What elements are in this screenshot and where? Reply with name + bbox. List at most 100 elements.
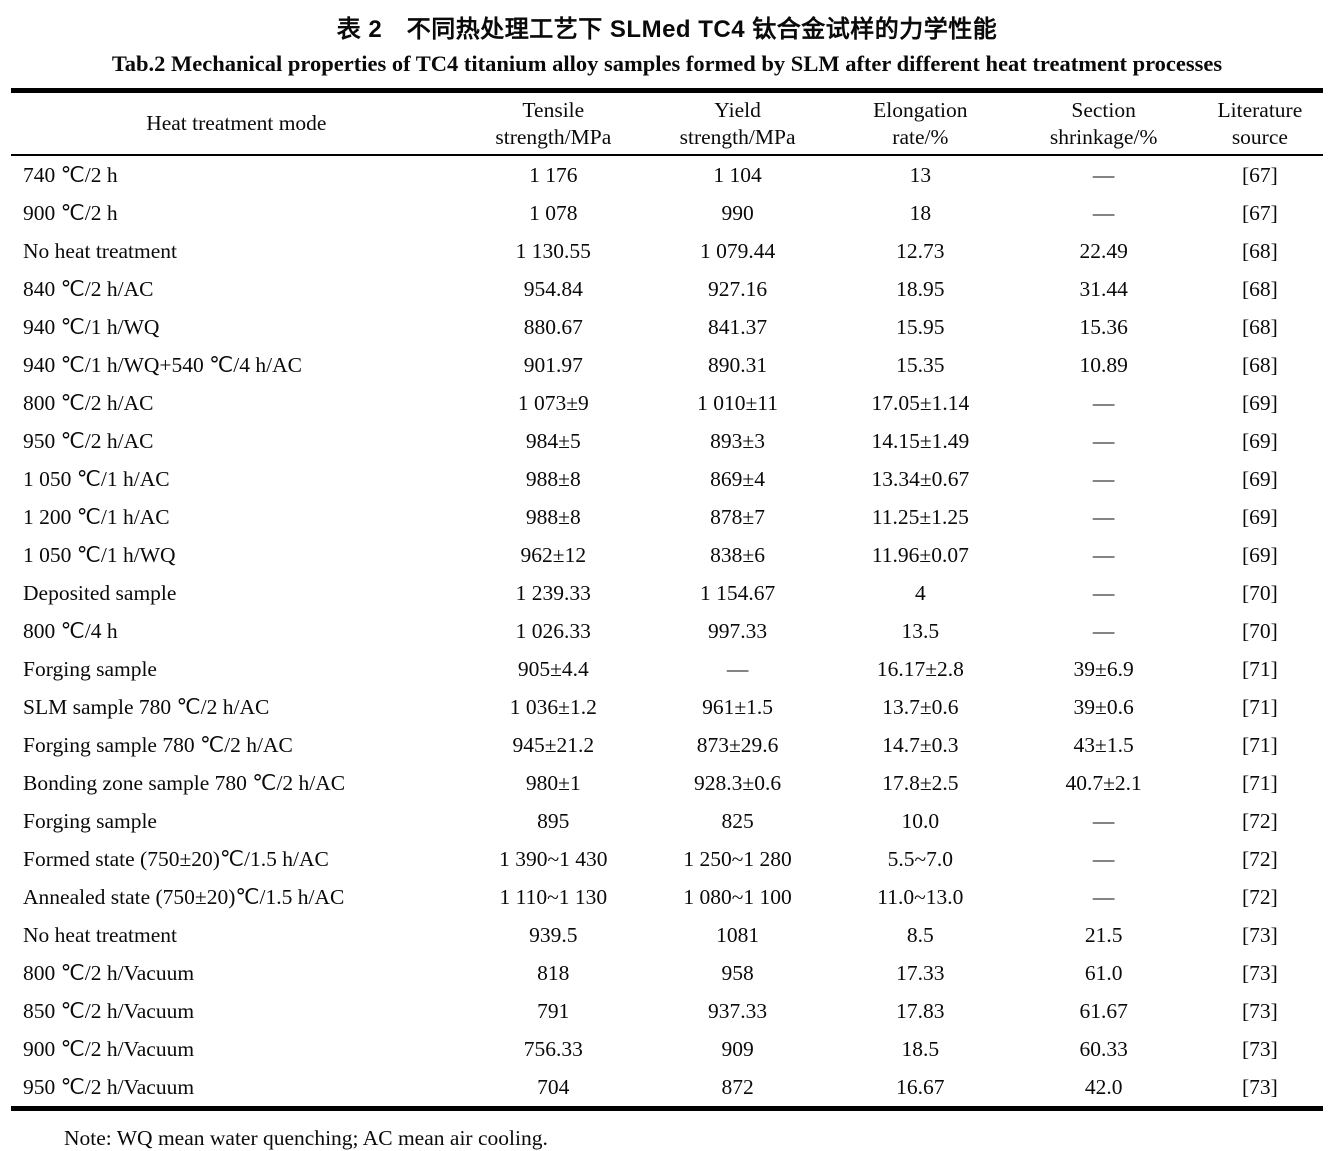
cell-literature-source: [68] (1241, 238, 1278, 263)
cell-section-shrinkage: — (1092, 846, 1115, 871)
cell-tensile-strength: 791 (537, 998, 570, 1023)
header-line-2: source (1231, 124, 1288, 149)
cell-literature-source: [72] (1241, 808, 1278, 833)
cell-literature-source: [69] (1241, 542, 1278, 567)
cell-section-shrinkage: — (1092, 580, 1115, 605)
cell-heat-treatment-mode: 950 ℃/2 h/AC (23, 428, 154, 453)
cell-heat-treatment-mode: 800 ℃/2 h/AC (23, 390, 154, 415)
cell-tensile-strength: 704 (537, 1074, 570, 1099)
cell-yield-strength: 961±1.5 (702, 694, 774, 719)
header-line-1: Heat treatment mode (146, 111, 327, 135)
cell-section-shrinkage: — (1092, 504, 1115, 529)
column-header-yield-strength: Yield strength/MPa (644, 90, 831, 156)
cell-section-shrinkage: 61.0 (1084, 960, 1123, 985)
table-row: Forging sample 780 ℃/2 h/AC 945±21.2 873±2… (11, 726, 1323, 764)
table-row: 1 050 ℃/1 h/AC 988±8 869±4 13.34±0.67 — [69] (11, 460, 1323, 498)
cell-literature-source: [67] (1241, 162, 1278, 187)
cell-heat-treatment-mode: Deposited sample (23, 580, 177, 605)
cell-literature-source: [71] (1241, 770, 1278, 795)
cell-heat-treatment-mode: 840 ℃/2 h/AC (23, 276, 154, 301)
cell-yield-strength: 869±4 (710, 466, 765, 491)
cell-yield-strength: 1 154.67 (699, 580, 776, 605)
cell-heat-treatment-mode: Forging sample (23, 808, 157, 833)
properties-table: Heat treatment mode Tensile strength/MPa Yi… (11, 88, 1323, 1111)
cell-section-shrinkage: 22.49 (1079, 238, 1128, 263)
cell-tensile-strength: 895 (537, 808, 570, 833)
cell-literature-source: [69] (1241, 466, 1278, 491)
cell-literature-source: [70] (1241, 580, 1278, 605)
cell-heat-treatment-mode: 1 200 ℃/1 h/AC (23, 504, 170, 529)
cell-elongation-rate: 17.05±1.14 (871, 390, 970, 415)
cell-elongation-rate: 16.17±2.8 (876, 656, 964, 681)
table-row: SLM sample 780 ℃/2 h/AC 1 036±1.2 961±1.5 1… (11, 688, 1323, 726)
cell-yield-strength: 909 (721, 1036, 754, 1061)
header-line-2: rate/% (892, 124, 949, 149)
header-line-2: strength/MPa (495, 124, 612, 149)
cell-yield-strength: 927.16 (708, 276, 768, 301)
cell-yield-strength: 872 (721, 1074, 754, 1099)
cell-literature-source: [73] (1241, 998, 1278, 1023)
cell-tensile-strength: 939.5 (529, 922, 578, 947)
cell-heat-treatment-mode: 950 ℃/2 h/Vacuum (23, 1074, 195, 1099)
cell-heat-treatment-mode: 1 050 ℃/1 h/AC (23, 466, 170, 491)
cell-yield-strength: 893±3 (710, 428, 765, 453)
cell-section-shrinkage: — (1092, 618, 1115, 643)
cell-heat-treatment-mode: SLM sample 780 ℃/2 h/AC (23, 694, 270, 719)
table-title-chinese: 表 2 不同热处理工艺下 SLMed TC4 钛合金试样的力学性能 (336, 16, 998, 43)
cell-tensile-strength: 980±1 (525, 770, 581, 795)
header-line-2: shrinkage/% (1049, 124, 1158, 149)
cell-heat-treatment-mode: Annealed state (750±20)℃/1.5 h/AC (23, 884, 345, 909)
cell-tensile-strength: 1 176 (529, 162, 578, 187)
cell-tensile-strength: 945±21.2 (512, 732, 595, 757)
cell-heat-treatment-mode: No heat treatment (23, 922, 178, 947)
cell-elongation-rate: 8.5 (906, 922, 934, 947)
cell-literature-source: [69] (1241, 504, 1278, 529)
cell-tensile-strength: 1 026.33 (515, 618, 591, 643)
cell-tensile-strength: 756.33 (523, 1036, 583, 1061)
cell-yield-strength: 890.31 (708, 352, 768, 377)
column-header-tensile-strength: Tensile strength/MPa (461, 90, 645, 156)
cell-yield-strength: 958 (721, 960, 754, 985)
cell-heat-treatment-mode: 900 ℃/2 h (23, 200, 118, 225)
cell-yield-strength: — (726, 656, 749, 681)
cell-tensile-strength: 1 073±9 (517, 390, 589, 415)
cell-tensile-strength: 1 110~1 130 (499, 884, 608, 909)
cell-elongation-rate: 13.34±0.67 (871, 466, 970, 491)
cell-tensile-strength: 901.97 (523, 352, 583, 377)
cell-section-shrinkage: 31.44 (1079, 276, 1128, 301)
table-row: No heat treatment 1 130.55 1 079.44 12.73 22… (11, 232, 1323, 270)
header-line-1: Elongation (873, 97, 968, 122)
table-row: 740 ℃/2 h 1 176 1 104 13 — [67] (11, 155, 1323, 194)
cell-yield-strength: 1 250~1 280 (683, 846, 792, 871)
table-row: Bonding zone sample 780 ℃/2 h/AC 980±1 928… (11, 764, 1323, 802)
table-body: 740 ℃/2 h 1 176 1 104 13 — [67] 900 ℃/2 h 1 078… (11, 155, 1323, 1109)
cell-elongation-rate: 5.5~7.0 (887, 846, 954, 871)
header-line-2: strength/MPa (679, 124, 796, 149)
cell-elongation-rate: 15.35 (896, 352, 945, 377)
cell-tensile-strength: 988±8 (525, 504, 581, 529)
cell-tensile-strength: 1 130.55 (515, 238, 591, 263)
cell-heat-treatment-mode: No heat treatment (23, 238, 178, 263)
cell-section-shrinkage: — (1092, 428, 1115, 453)
cell-elongation-rate: 18 (909, 200, 932, 225)
table-row: Forging sample 905±4.4 — 16.17±2.8 39±6.9 [71… (11, 650, 1323, 688)
table-row: 940 ℃/1 h/WQ 880.67 841.37 15.95 15.36 [68] (11, 308, 1323, 346)
table-row: Forging sample 895 825 10.0 — [72] (11, 802, 1323, 840)
cell-tensile-strength: 905±4.4 (517, 656, 589, 681)
cell-elongation-rate: 16.67 (896, 1074, 945, 1099)
cell-literature-source: [73] (1241, 1036, 1278, 1061)
table-row: 1 200 ℃/1 h/AC 988±8 878±7 11.25±1.25 — [69] (11, 498, 1323, 536)
cell-heat-treatment-mode: 900 ℃/2 h/Vacuum (23, 1036, 195, 1061)
cell-elongation-rate: 12.73 (896, 238, 945, 263)
cell-section-shrinkage: 39±6.9 (1073, 656, 1134, 681)
cell-yield-strength: 873±29.6 (696, 732, 779, 757)
cell-elongation-rate: 17.33 (896, 960, 945, 985)
table-row: 1 050 ℃/1 h/WQ 962±12 838±6 11.96±0.07 — [69] (11, 536, 1323, 574)
column-header-heat-treatment-mode: Heat treatment mode (11, 90, 462, 156)
cell-elongation-rate: 17.8±2.5 (882, 770, 959, 795)
cell-elongation-rate: 14.15±1.49 (871, 428, 970, 453)
cell-yield-strength: 841.37 (708, 314, 768, 339)
cell-literature-source: [70] (1241, 618, 1278, 643)
cell-literature-source: [73] (1241, 1074, 1278, 1099)
cell-literature-source: [69] (1241, 428, 1278, 453)
